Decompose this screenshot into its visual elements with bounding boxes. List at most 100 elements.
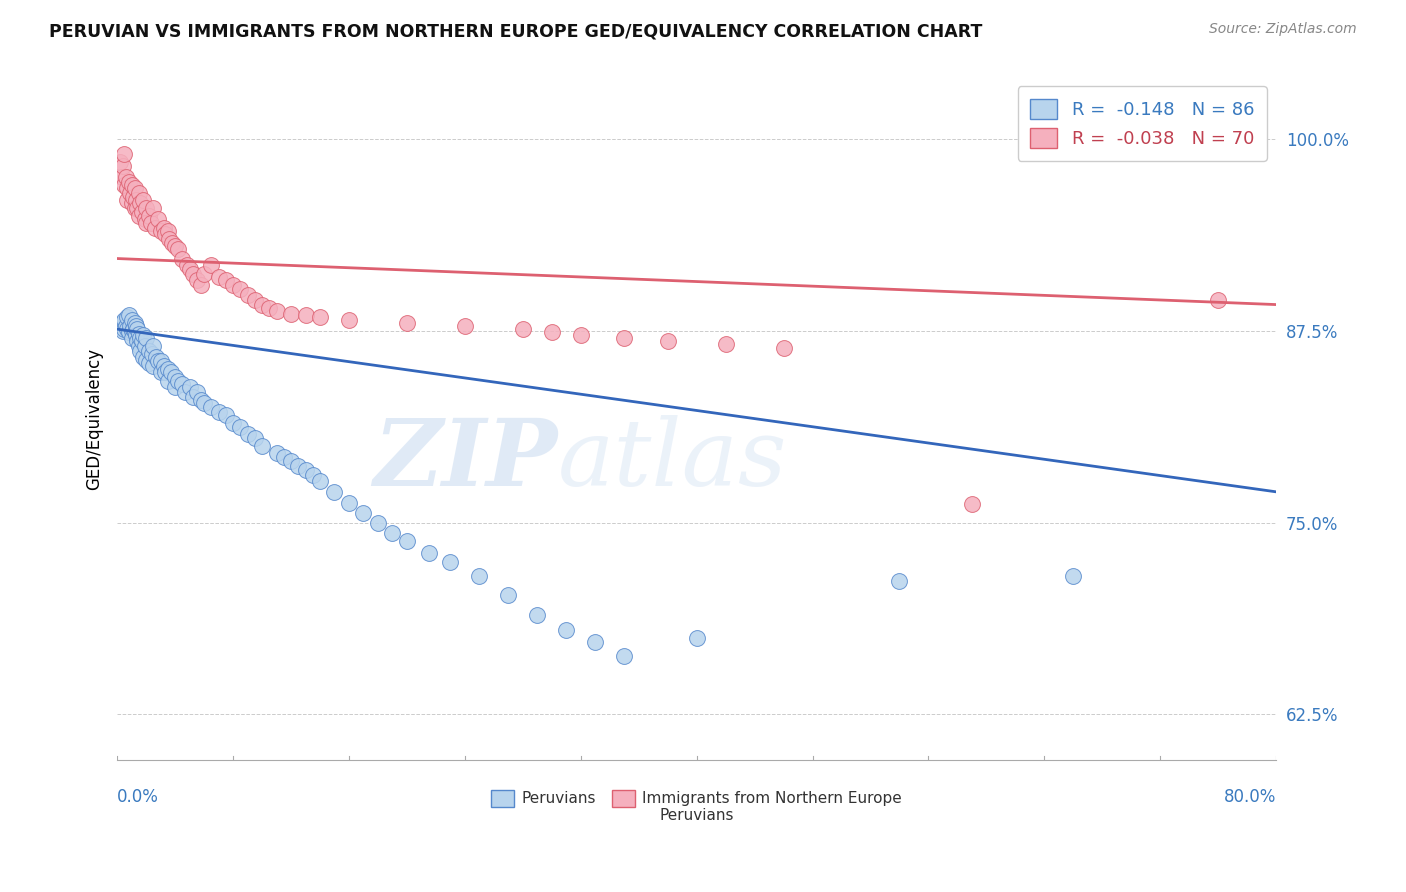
Point: [117, 322, 139, 336]
Point: [294, 463, 316, 477]
Point: [418, 546, 440, 560]
Point: [108, 154, 131, 169]
Point: [118, 309, 141, 323]
Point: [153, 227, 176, 241]
Point: [190, 277, 212, 292]
Point: [181, 267, 204, 281]
Point: [115, 319, 138, 334]
Point: [250, 297, 273, 311]
Point: [193, 267, 215, 281]
Point: [114, 178, 136, 192]
Point: [117, 181, 139, 195]
Point: [179, 262, 201, 277]
Point: [114, 147, 136, 161]
Point: [273, 450, 295, 464]
Point: [468, 569, 491, 583]
Point: [128, 326, 150, 341]
Point: [111, 160, 134, 174]
Point: [138, 209, 160, 223]
Point: [125, 328, 148, 343]
Point: [128, 209, 150, 223]
Point: [149, 365, 172, 379]
Point: [125, 193, 148, 207]
Point: [174, 385, 197, 400]
Point: [110, 170, 132, 185]
Point: [236, 288, 259, 302]
Point: [146, 211, 169, 226]
Point: [121, 313, 143, 327]
Point: [127, 201, 149, 215]
Point: [280, 307, 302, 321]
Point: [117, 193, 139, 207]
Point: [207, 405, 229, 419]
Point: [159, 365, 181, 379]
Point: [215, 408, 238, 422]
Point: [128, 186, 150, 200]
Point: [127, 322, 149, 336]
Point: [142, 359, 165, 373]
Point: [124, 201, 146, 215]
Point: [250, 439, 273, 453]
Point: [122, 322, 145, 336]
Point: [110, 316, 132, 330]
Point: [152, 359, 174, 373]
Point: [157, 231, 180, 245]
Point: [266, 446, 288, 460]
Point: [613, 331, 636, 345]
Point: [121, 196, 143, 211]
Point: [138, 343, 160, 358]
Point: [569, 328, 592, 343]
Point: [287, 458, 309, 473]
Point: [259, 301, 281, 315]
Text: 0.0%: 0.0%: [117, 788, 159, 805]
Point: [134, 211, 156, 226]
Point: [118, 325, 141, 339]
Point: [122, 190, 145, 204]
Point: [222, 277, 245, 292]
Point: [135, 352, 157, 367]
Point: [1062, 569, 1084, 583]
Point: [141, 347, 163, 361]
Point: [156, 374, 179, 388]
Point: [889, 574, 911, 588]
Point: [138, 356, 160, 370]
Text: atlas: atlas: [558, 415, 787, 505]
Point: [149, 224, 172, 238]
Point: [120, 186, 142, 200]
Point: [323, 484, 346, 499]
Point: [353, 506, 375, 520]
Point: [229, 420, 252, 434]
Point: [131, 334, 153, 349]
Point: [236, 426, 259, 441]
Point: [190, 392, 212, 407]
Point: [583, 635, 606, 649]
Point: [337, 313, 360, 327]
Point: [498, 588, 520, 602]
Point: [181, 390, 204, 404]
Point: [1206, 293, 1229, 307]
Point: [613, 648, 636, 663]
Point: [337, 495, 360, 509]
Point: [266, 303, 288, 318]
Point: [215, 273, 238, 287]
Point: [156, 224, 179, 238]
Point: [200, 401, 222, 415]
Point: [165, 239, 187, 253]
Point: [139, 216, 162, 230]
Point: [129, 331, 152, 345]
Point: [280, 454, 302, 468]
Point: [454, 319, 477, 334]
Point: [512, 322, 534, 336]
Point: [127, 334, 149, 349]
Point: [121, 178, 143, 192]
Point: [714, 337, 737, 351]
Point: [142, 201, 165, 215]
Point: [135, 216, 157, 230]
Point: [118, 175, 141, 189]
Point: [772, 341, 794, 355]
Point: [367, 516, 389, 530]
Point: [243, 431, 266, 445]
Point: [145, 350, 167, 364]
Point: [156, 362, 179, 376]
Point: [294, 309, 316, 323]
